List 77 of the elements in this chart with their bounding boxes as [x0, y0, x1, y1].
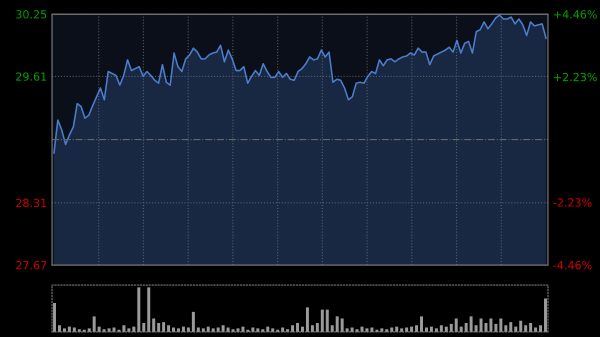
bar	[127, 328, 130, 332]
bar	[395, 326, 398, 332]
bar	[72, 327, 76, 332]
bar	[420, 316, 423, 332]
bar	[440, 325, 443, 332]
bar	[196, 327, 200, 332]
bar	[222, 325, 225, 332]
bar	[216, 327, 220, 332]
bar	[92, 316, 96, 332]
bar	[98, 326, 101, 332]
y2-tick-label: -4.46%	[553, 260, 592, 270]
bar	[320, 310, 324, 332]
bar	[444, 326, 448, 332]
bar	[474, 325, 478, 332]
bar	[108, 328, 111, 332]
bar	[534, 327, 538, 332]
y-tick-label: 29.61	[16, 72, 46, 81]
bar	[524, 325, 528, 332]
bar	[182, 326, 185, 332]
bar	[336, 316, 339, 332]
bar	[410, 326, 414, 332]
y-tick-label: 27.67	[16, 260, 46, 270]
bar	[346, 328, 349, 332]
bar	[167, 325, 170, 332]
bar	[122, 325, 126, 332]
bar	[480, 318, 483, 332]
bar	[112, 327, 116, 332]
bar	[137, 287, 140, 332]
bar	[489, 318, 492, 332]
bar	[132, 326, 136, 332]
bar	[162, 322, 166, 332]
bar	[470, 316, 473, 332]
bar	[370, 327, 374, 332]
bar	[544, 298, 547, 332]
bar	[68, 326, 71, 332]
bar	[424, 327, 428, 332]
bar	[58, 325, 61, 332]
bar	[152, 318, 156, 332]
bar	[251, 327, 254, 332]
bar	[529, 323, 532, 332]
bar	[484, 323, 488, 332]
bar	[415, 325, 418, 332]
bar	[316, 323, 319, 332]
bar	[400, 328, 404, 332]
y-tick-label: 30.25	[16, 10, 46, 19]
bar	[460, 326, 463, 332]
bar	[340, 318, 344, 332]
bar	[226, 327, 230, 332]
bar	[281, 327, 284, 332]
bar	[172, 327, 176, 332]
bar	[192, 312, 195, 332]
bar	[296, 323, 300, 332]
bar	[539, 325, 542, 332]
bar	[499, 318, 502, 332]
bar	[186, 327, 190, 332]
y2-tick-label: -2.23%	[553, 198, 592, 207]
y2-tick-label: +4.46%	[554, 10, 597, 19]
bar	[241, 326, 244, 332]
bar	[310, 325, 314, 332]
bar	[212, 328, 215, 332]
bar	[509, 322, 512, 332]
bar	[464, 323, 468, 332]
bar	[300, 326, 304, 332]
bar	[494, 324, 498, 332]
bar	[157, 323, 160, 332]
bar	[53, 302, 56, 332]
y-tick-label: 28.31	[16, 198, 46, 208]
bar	[405, 327, 408, 332]
bar	[519, 320, 522, 332]
bar	[291, 325, 294, 332]
bar	[430, 326, 433, 332]
bar	[236, 328, 240, 332]
bar	[360, 326, 364, 332]
bar	[350, 327, 354, 332]
bar	[306, 307, 309, 332]
bar	[504, 325, 508, 332]
y2-tick-label: +2.23%	[554, 72, 597, 82]
